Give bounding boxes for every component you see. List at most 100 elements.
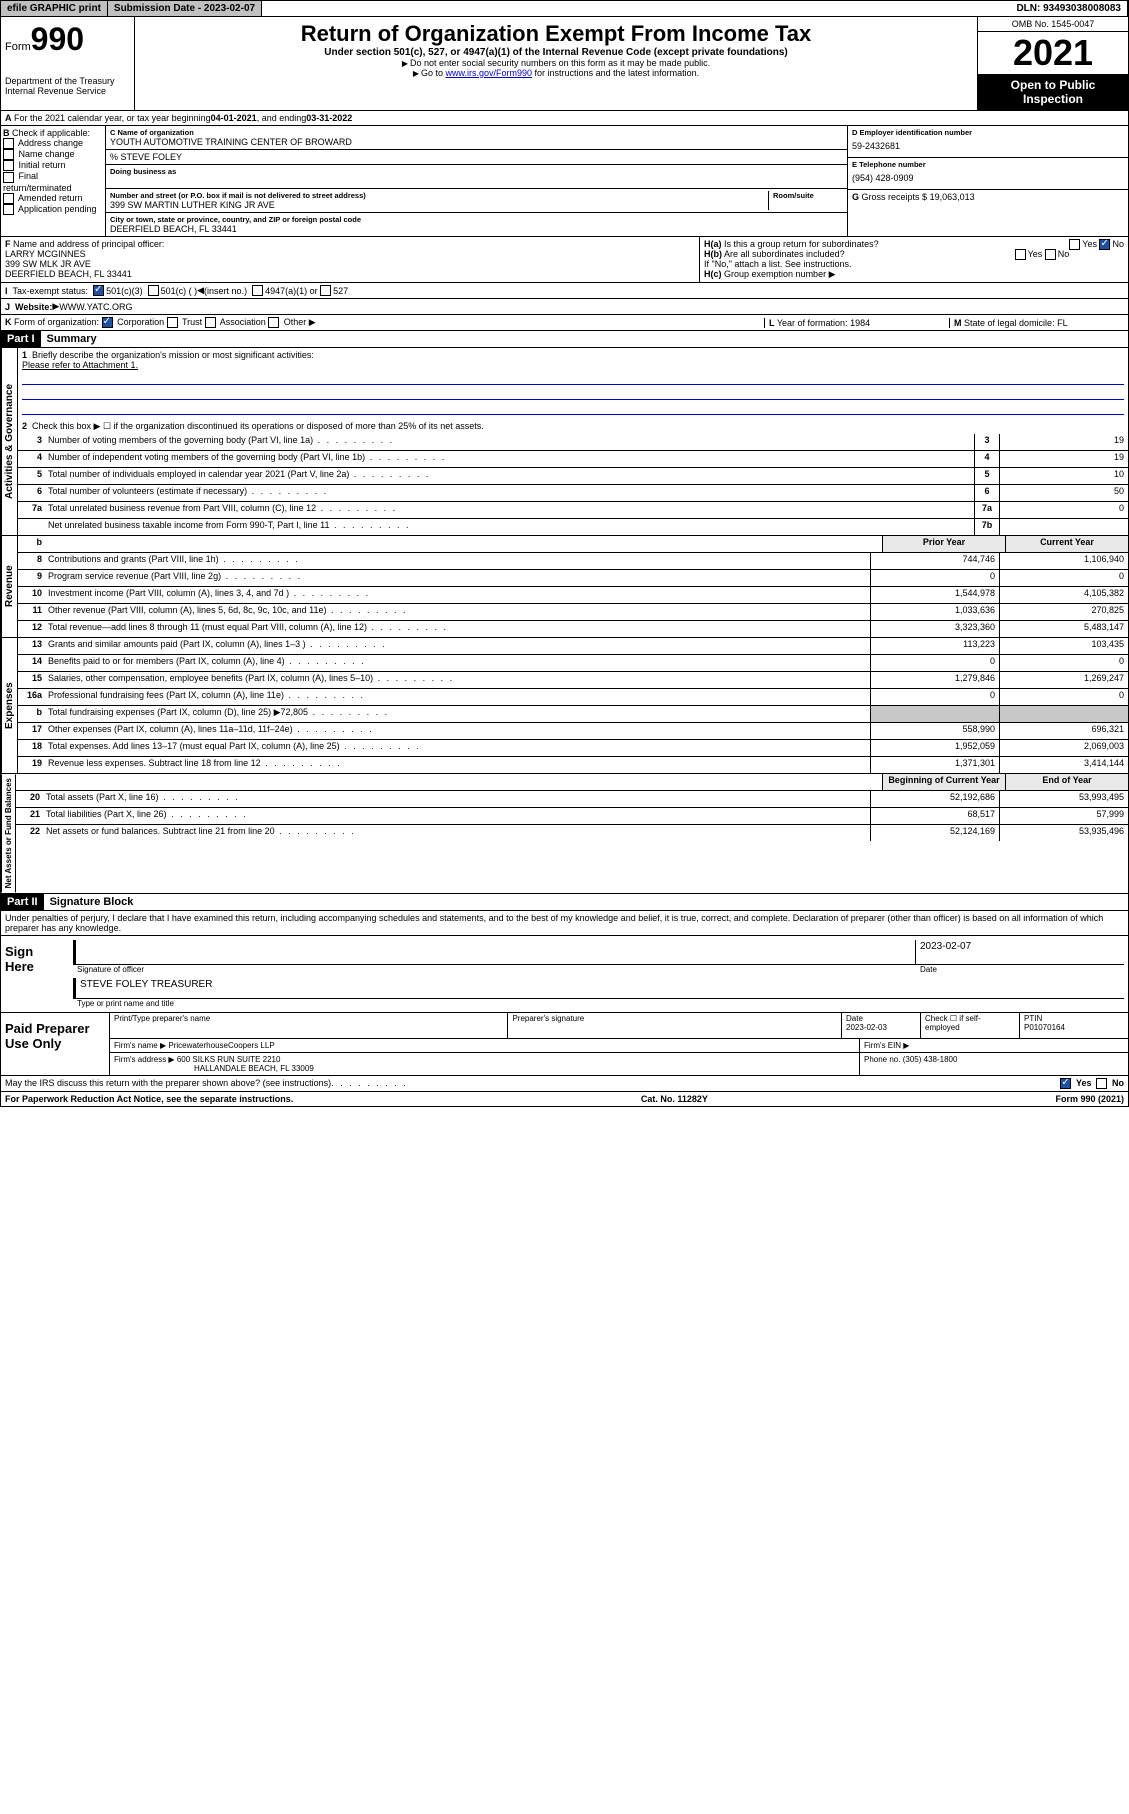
i-527[interactable]: [320, 285, 331, 296]
website: WWW.YATC.ORG: [59, 302, 132, 312]
subtitle-1: Under section 501(c), 527, or 4947(a)(1)…: [139, 47, 973, 58]
ptin: P01070164: [1024, 1023, 1065, 1032]
form-ref: Form 990 (2021): [1055, 1094, 1124, 1104]
prior-val: 558,990: [870, 723, 999, 739]
phone: (954) 428-0909: [852, 169, 1124, 187]
discuss-no[interactable]: [1096, 1078, 1107, 1089]
state-domicile: FL: [1057, 318, 1068, 328]
curr-val: 0: [999, 655, 1128, 671]
paid-preparer: Paid Preparer Use Only: [1, 1013, 109, 1075]
curr-val: 1,106,940: [999, 553, 1128, 569]
k-other[interactable]: [268, 317, 279, 328]
section-bcdeg: B Check if applicable: Address change Na…: [0, 126, 1129, 237]
curr-val: 1,269,247: [999, 672, 1128, 688]
form-word: Form: [5, 41, 31, 53]
curr-val: 3,414,144: [999, 757, 1128, 773]
ag-val: 19: [999, 434, 1128, 450]
tab-net: Net Assets or Fund Balances: [1, 774, 16, 892]
gross-receipts: 19,063,013: [930, 192, 975, 202]
begin-year-hdr: Beginning of Current Year: [882, 774, 1005, 790]
form-number: 990: [31, 21, 84, 57]
subtitle-3: Go to www.irs.gov/Form990 for instructio…: [139, 68, 973, 78]
dept: Department of the Treasury: [5, 76, 130, 86]
form-title: Return of Organization Exempt From Incom…: [139, 21, 973, 47]
prior-year-hdr: Prior Year: [882, 536, 1005, 552]
irs: Internal Revenue Service: [5, 86, 130, 96]
discuss-yes[interactable]: [1060, 1078, 1071, 1089]
i-501c[interactable]: [148, 285, 159, 296]
curr-val: 4,105,382: [999, 587, 1128, 603]
curr-val: 57,999: [999, 808, 1128, 824]
room-label: Room/suite: [773, 191, 843, 200]
prior-val: 744,746: [870, 553, 999, 569]
prior-val: 1,952,059: [870, 740, 999, 756]
curr-val: 2,069,003: [999, 740, 1128, 756]
ha-no[interactable]: [1099, 239, 1110, 250]
ag-val: 10: [999, 468, 1128, 484]
ein: 59-2432681: [852, 137, 1124, 155]
curr-val: 53,935,496: [999, 825, 1128, 841]
line-klm: K Form of organization: Corporation Trus…: [0, 315, 1129, 331]
irs-link[interactable]: www.irs.gov/Form990: [446, 68, 533, 78]
curr-val: 103,435: [999, 638, 1128, 654]
hb-no[interactable]: [1045, 249, 1056, 260]
prior-val: 113,223: [870, 638, 999, 654]
i-501c3[interactable]: [93, 285, 104, 296]
ag-val: 50: [999, 485, 1128, 501]
city: DEERFIELD BEACH, FL 33441: [110, 224, 843, 234]
street: 399 SW MARTIN LUTHER KING JR AVE: [110, 200, 768, 210]
name-title-label: Type or print name and title: [73, 999, 1124, 1008]
form-header: Form990 Department of the Treasury Inter…: [0, 17, 1129, 111]
tab-rev: Revenue: [1, 536, 18, 637]
prior-val: 3,323,360: [870, 621, 999, 637]
k-assoc[interactable]: [205, 317, 216, 328]
curr-val: 5,483,147: [999, 621, 1128, 637]
l1-val: Please refer to Attachment 1.: [22, 360, 138, 370]
cat-no: Cat. No. 11282Y: [641, 1094, 708, 1104]
current-year-hdr: Current Year: [1005, 536, 1128, 552]
prep-date: 2023-02-03: [846, 1023, 887, 1032]
top-bar: efile GRAPHIC print Submission Date - 20…: [0, 0, 1129, 17]
officer-addr2: DEERFIELD BEACH, FL 33441: [5, 269, 132, 279]
b-opt[interactable]: [3, 149, 14, 160]
prior-val: 1,371,301: [870, 757, 999, 773]
care-of: % STEVE FOLEY: [106, 150, 847, 165]
ag-val: 19: [999, 451, 1128, 467]
ag-val: 0: [999, 502, 1128, 518]
curr-val: 0: [999, 689, 1128, 705]
tax-year: 2021: [978, 32, 1128, 74]
ha-label: Is this a group return for subordinates?: [724, 239, 879, 249]
tab-ag: Activities & Governance: [1, 348, 18, 535]
k-trust[interactable]: [167, 317, 178, 328]
self-emp: Check ☐ if self-employed: [920, 1013, 1019, 1038]
date-label: Date: [916, 965, 1124, 974]
c-name-label: Name of organization: [118, 128, 194, 137]
street-label: Number and street (or P.O. box if mail i…: [110, 191, 768, 200]
hb-yes[interactable]: [1015, 249, 1026, 260]
b-header: Check if applicable:: [12, 128, 90, 138]
submission-date: Submission Date - 2023-02-07: [108, 1, 262, 16]
year-formation: 1984: [850, 318, 870, 328]
hb-label: Are all subordinates included?: [724, 249, 845, 259]
sign-date: 2023-02-07: [915, 940, 1124, 964]
ha-yes[interactable]: [1069, 239, 1080, 250]
b-opt[interactable]: [3, 193, 14, 204]
f-label: Name and address of principal officer:: [13, 239, 164, 249]
ein-label: Employer identification number: [860, 128, 973, 137]
end-year-hdr: End of Year: [1005, 774, 1128, 790]
line-a: A For the 2021 calendar year, or tax yea…: [0, 111, 1129, 126]
sign-here-block: Sign Here 2023-02-07 Signature of office…: [0, 936, 1129, 1013]
b-opt[interactable]: [3, 204, 14, 215]
k-corp[interactable]: [102, 317, 113, 328]
ag-val: [999, 519, 1128, 535]
expenses-section: Expenses 13Grants and similar amounts pa…: [0, 638, 1129, 774]
firm-name: PricewaterhouseCoopers LLP: [168, 1041, 274, 1050]
prior-val: [870, 706, 999, 722]
i-4947[interactable]: [252, 285, 263, 296]
b-opt[interactable]: [3, 138, 14, 149]
efile-btn[interactable]: efile GRAPHIC print: [1, 1, 108, 16]
ein-lbl: Firm's EIN ▶: [864, 1041, 909, 1050]
b-opt[interactable]: [3, 160, 14, 171]
firm-addr1: 600 SILKS RUN SUITE 2210: [177, 1055, 281, 1064]
b-opt[interactable]: [3, 172, 14, 183]
